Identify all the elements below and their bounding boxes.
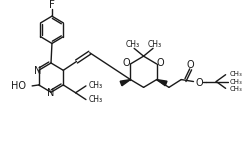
Text: F: F [49,0,55,10]
Text: O: O [123,58,130,68]
Text: HO: HO [11,81,26,91]
Text: N: N [34,66,41,76]
Polygon shape [120,80,130,86]
Text: O: O [195,78,203,88]
Text: CH₃: CH₃ [89,81,103,90]
Text: CH₃: CH₃ [229,71,242,77]
Text: CH₃: CH₃ [229,79,242,85]
Text: CH₃: CH₃ [89,95,103,104]
Text: O: O [157,58,164,68]
Text: CH₃: CH₃ [148,40,162,49]
Text: CH₃: CH₃ [229,86,242,92]
Polygon shape [157,80,167,86]
Text: CH₃: CH₃ [125,40,139,49]
Text: N: N [47,88,55,98]
Text: O: O [187,60,195,70]
